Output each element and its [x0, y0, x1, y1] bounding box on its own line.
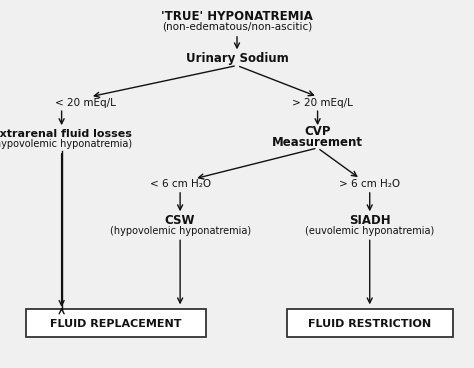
Text: < 20 mEq/L: < 20 mEq/L: [55, 98, 116, 108]
Text: < 6 cm H₂O: < 6 cm H₂O: [150, 179, 210, 189]
FancyBboxPatch shape: [26, 309, 206, 337]
Text: Urinary Sodium: Urinary Sodium: [186, 52, 288, 66]
Text: Measurement: Measurement: [272, 135, 363, 149]
Text: (hypovolemic hyponatremia): (hypovolemic hyponatremia): [109, 226, 251, 236]
FancyBboxPatch shape: [287, 309, 453, 337]
Text: (non-edematous/non-ascitic): (non-edematous/non-ascitic): [162, 21, 312, 32]
Text: SIADH: SIADH: [349, 214, 391, 227]
Text: > 6 cm H₂O: > 6 cm H₂O: [339, 179, 400, 189]
Text: CVP: CVP: [304, 125, 331, 138]
Text: FLUID RESTRICTION: FLUID RESTRICTION: [308, 319, 431, 329]
Text: 'TRUE' HYPONATREMIA: 'TRUE' HYPONATREMIA: [161, 10, 313, 23]
Text: (hypovolemic hyponatremia): (hypovolemic hyponatremia): [0, 139, 132, 149]
Text: FLUID REPLACEMENT: FLUID REPLACEMENT: [50, 319, 182, 329]
Text: (euvolemic hyponatremia): (euvolemic hyponatremia): [305, 226, 434, 236]
Text: CSW: CSW: [165, 214, 195, 227]
Text: Extrarenal fluid losses: Extrarenal fluid losses: [0, 129, 132, 139]
Text: > 20 mEq/L: > 20 mEq/L: [292, 98, 353, 108]
